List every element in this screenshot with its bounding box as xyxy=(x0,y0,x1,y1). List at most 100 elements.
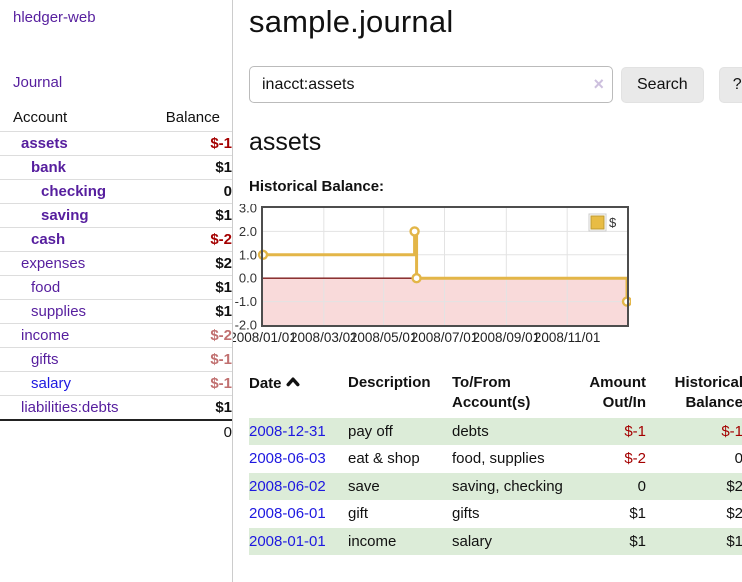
transaction-accounts: gifts xyxy=(452,505,480,522)
account-balance: $1 xyxy=(139,395,232,420)
register-header-balance: Historical Balance xyxy=(674,374,742,412)
register-header-row: Date Description To/From Account(s) Amou… xyxy=(249,371,742,418)
account-row: liabilities:debts $1 xyxy=(0,395,232,420)
transaction-date-link[interactable]: 2008-06-02 xyxy=(249,477,326,495)
search-form: × Search ? xyxy=(249,66,742,103)
transaction-amount: 0 xyxy=(565,472,646,500)
account-balance: $-1 xyxy=(139,347,232,372)
account-balance: $1 xyxy=(139,155,232,180)
transaction-description: eat & shop xyxy=(348,450,420,467)
account-row: gifts $-1 xyxy=(0,347,232,372)
svg-text:-2.0: -2.0 xyxy=(235,318,257,333)
table-row: 2008-12-31 pay off debts $-1 $-1 xyxy=(249,417,742,445)
account-row: cash $-2 xyxy=(0,227,232,252)
account-row: food $1 xyxy=(0,275,232,300)
register-table: Date Description To/From Account(s) Amou… xyxy=(249,371,742,555)
historical-balance-chart: $3.0 2.0 1.0 0.0 -1.0 -2.0 2008/01/01 2008/03/0… xyxy=(229,201,742,354)
transaction-accounts: salary xyxy=(452,527,565,555)
app-title-link[interactable]: hledger-web xyxy=(13,9,96,26)
transaction-balance: $1 xyxy=(646,527,742,555)
account-row: expenses $2 xyxy=(0,251,232,276)
accounts-header-balance: Balance xyxy=(165,109,220,126)
account-balance: 0 xyxy=(139,179,232,204)
sidebar-account-expenses[interactable]: expenses xyxy=(21,255,86,272)
search-button[interactable]: Search xyxy=(621,66,704,103)
sidebar-account-saving[interactable]: saving xyxy=(41,207,89,224)
transaction-date-link[interactable]: 2008-12-31 xyxy=(249,422,326,440)
sidebar-account-food[interactable]: food xyxy=(31,279,61,296)
main-content: sample.journal × Search ? assets Histori… xyxy=(229,0,742,582)
svg-text:2008/03/01: 2008/03/01 xyxy=(290,330,358,345)
accounts-header-row: Account Balance xyxy=(0,106,232,132)
account-balance: $1 xyxy=(139,203,232,228)
help-button[interactable]: ? xyxy=(718,66,742,103)
register-header-accounts: To/From Account(s) xyxy=(452,374,531,412)
svg-text:2008/09/01: 2008/09/01 xyxy=(473,330,541,345)
transaction-description: pay off xyxy=(348,417,452,445)
svg-text:2.0: 2.0 xyxy=(239,224,257,239)
transaction-description: income xyxy=(348,527,452,555)
account-balance: $-1 xyxy=(139,131,232,156)
transaction-amount: $1 xyxy=(629,505,646,522)
sidebar: hledger-web Journal Account Balance asse… xyxy=(0,0,233,582)
accounts-table: Account Balance assets $-1 bank $1 checking 0… xyxy=(0,106,232,444)
accounts-total-value: 0 xyxy=(139,419,232,444)
table-row: 2008-01-01 income salary $1 $1 xyxy=(249,527,742,555)
chart-title: Historical Balance: xyxy=(249,178,385,195)
sidebar-account-liabilities-debts[interactable]: liabilities:debts xyxy=(21,399,119,416)
transaction-amount: $-2 xyxy=(624,450,646,467)
search-input[interactable] xyxy=(249,66,613,103)
sidebar-account-assets[interactable]: assets xyxy=(21,135,68,152)
transaction-balance: $-1 xyxy=(646,417,742,445)
page-title: sample.journal xyxy=(249,4,454,39)
transaction-accounts: food, supplies xyxy=(452,450,545,467)
account-row: assets $-1 xyxy=(0,131,232,156)
account-row: supplies $1 xyxy=(0,299,232,324)
transaction-date-link[interactable]: 2008-01-01 xyxy=(249,532,326,550)
svg-text:0.0: 0.0 xyxy=(239,271,257,286)
transaction-accounts: debts xyxy=(452,417,565,445)
sidebar-account-checking[interactable]: checking xyxy=(41,183,107,200)
svg-text:2008/07/01: 2008/07/01 xyxy=(411,330,479,345)
transaction-balance: 0 xyxy=(734,450,742,467)
account-balance: $1 xyxy=(139,275,232,300)
svg-text:$: $ xyxy=(609,215,617,230)
transaction-amount: $1 xyxy=(565,527,646,555)
sidebar-account-bank[interactable]: bank xyxy=(31,159,67,176)
transaction-description: gift xyxy=(348,505,369,522)
sidebar-item-journal[interactable]: Journal xyxy=(13,74,63,91)
svg-text:2008/01/01: 2008/01/01 xyxy=(233,330,297,345)
sidebar-account-supplies[interactable]: supplies xyxy=(31,303,87,320)
account-balance: $-1 xyxy=(139,371,232,396)
transaction-balance: $2 xyxy=(726,505,742,522)
account-balance: $-2 xyxy=(139,323,232,348)
svg-text:3.0: 3.0 xyxy=(239,204,257,216)
sidebar-account-cash[interactable]: cash xyxy=(31,231,66,248)
account-row: checking 0 xyxy=(0,179,232,204)
table-row: 2008-06-01 gift gifts $1 $2 xyxy=(249,500,742,528)
table-row: 2008-06-03 eat & shop food, supplies $-2 0 xyxy=(249,445,742,473)
clear-search-icon[interactable]: × xyxy=(593,74,604,94)
table-row: 2008-06-02 save saving, checking 0 $2 xyxy=(249,472,742,500)
transaction-date-link[interactable]: 2008-06-01 xyxy=(249,505,326,522)
svg-text:1.0: 1.0 xyxy=(239,247,257,262)
accounts-header-account: Account xyxy=(13,109,68,126)
transaction-date-link[interactable]: 2008-06-03 xyxy=(249,450,326,467)
account-row: saving $1 xyxy=(0,203,232,228)
sort-caret-up-icon xyxy=(286,373,300,393)
transaction-balance: $2 xyxy=(646,472,742,500)
transaction-description: save xyxy=(348,472,452,500)
sidebar-account-salary[interactable]: salary xyxy=(31,375,72,392)
svg-text:2008/05/01: 2008/05/01 xyxy=(350,330,418,345)
account-row: bank $1 xyxy=(0,155,232,180)
register-header-date[interactable]: Date xyxy=(249,371,348,418)
transaction-accounts: saving, checking xyxy=(452,472,565,500)
sidebar-account-gifts[interactable]: gifts xyxy=(31,351,59,368)
account-row: salary $-1 xyxy=(0,371,232,396)
sidebar-account-income[interactable]: income xyxy=(21,327,70,344)
transaction-amount: $-1 xyxy=(565,417,646,445)
accounts-total-row: 0 xyxy=(0,419,232,444)
svg-text:2008/11/01: 2008/11/01 xyxy=(534,330,601,345)
balance-line-chart: $3.0 2.0 1.0 0.0 -1.0 -2.02008/01/012008/03/0… xyxy=(229,201,633,345)
